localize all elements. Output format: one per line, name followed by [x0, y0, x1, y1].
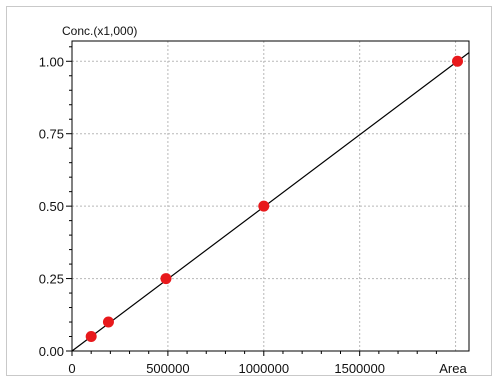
y-tick-label: 1.00 [39, 54, 64, 69]
grid [72, 41, 469, 351]
plot-area-border [71, 40, 470, 352]
data-points [85, 55, 463, 343]
data-point [102, 316, 114, 328]
data-point [160, 273, 172, 285]
y-tick-label: 0.25 [39, 272, 64, 287]
y-axis-title: Conc.(x1,000) [62, 24, 137, 38]
regression-line [71, 52, 470, 352]
chart-frame [6, 6, 492, 376]
data-point [451, 55, 463, 67]
y-tick-label: 0.00 [39, 344, 64, 359]
x-axis-title: Area [439, 361, 467, 376]
data-point [258, 200, 270, 212]
x-tick-label: 0 [68, 361, 75, 376]
y-tick-label: 0.50 [39, 199, 64, 214]
y-tick-label: 0.75 [39, 127, 64, 142]
data-point [85, 331, 97, 343]
x-tick-label: 500000 [146, 361, 189, 376]
x-tick-label: 1000000 [238, 361, 289, 376]
ticks: 0 500000 1000000 1500000 0.00 0.25 0.50 0.75 1.0… [39, 46, 437, 376]
x-tick-label: 1500000 [334, 361, 385, 376]
